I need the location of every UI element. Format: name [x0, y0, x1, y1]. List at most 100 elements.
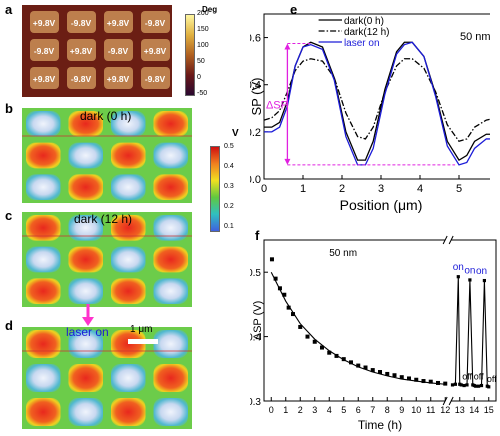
x-tick-label-f: 14 — [469, 405, 479, 415]
x-axis-label-f: Time (h) — [358, 418, 402, 432]
domain-voltage-label: -9.8V — [145, 18, 166, 28]
y-tick-label-f: 0.5 — [250, 268, 261, 279]
negative-domain — [26, 174, 61, 200]
data-point-f — [443, 381, 448, 386]
negative-domain — [153, 278, 188, 304]
data-point-f — [349, 360, 353, 365]
domain-voltage-label: -9.8V — [108, 46, 129, 56]
negative-domain — [111, 174, 146, 200]
x-tick-label-f: 9 — [399, 405, 404, 415]
domain-voltage-label: -9.8V — [34, 46, 55, 56]
positive-domain — [26, 142, 61, 169]
data-point-f — [305, 334, 310, 339]
positive-domain — [153, 246, 188, 273]
domain-square — [141, 39, 170, 61]
positive-domain — [68, 111, 103, 137]
domain-square — [67, 11, 96, 33]
domain-square — [104, 11, 133, 33]
x-tick-label-f: 13 — [455, 405, 465, 415]
domain-square — [30, 67, 59, 89]
data-point-f — [291, 312, 295, 317]
phase-image-a: +9.8V -9.8V +9.8V -9.8V -9.8V +9.8V -9.8V +9.8V… — [22, 5, 172, 97]
positive-domain — [26, 330, 61, 358]
data-point-f — [327, 350, 332, 355]
colorbar-a-tick: 50 — [197, 58, 205, 65]
data-point-f — [378, 370, 382, 375]
domain-square — [67, 39, 96, 61]
negative-domain — [68, 142, 103, 169]
domain-voltage-label: -9.8V — [71, 74, 92, 84]
data-point-f — [421, 379, 426, 384]
y-tick-label-f: 0.4 — [250, 333, 261, 344]
data-point-f — [334, 353, 339, 358]
delta-arrowhead-bottom — [284, 158, 291, 165]
data-point-f — [428, 379, 433, 384]
on-label: on — [453, 262, 464, 273]
negative-domain — [111, 246, 146, 273]
map-b-title: dark (0 h) — [80, 109, 132, 123]
negative-domain — [26, 246, 61, 273]
negative-domain — [26, 111, 61, 137]
domain-voltage-label: -9.8V — [71, 18, 92, 28]
axis-break-gap — [445, 398, 452, 404]
data-point-f — [436, 380, 440, 385]
domain-square — [67, 67, 96, 89]
delta-label: ΔSP — [266, 99, 288, 111]
axis-break-mark — [448, 235, 454, 245]
positive-domain — [153, 174, 188, 200]
x-tick-label-e: 2 — [339, 183, 345, 195]
domain-square — [30, 11, 59, 33]
data-point-f — [273, 276, 278, 281]
negative-domain — [153, 330, 188, 358]
positive-domain — [153, 111, 188, 137]
colorbar-b-tick: 0.5 — [224, 143, 234, 150]
data-point-f — [385, 371, 390, 376]
sp-map-d — [22, 327, 192, 429]
axis-break-mark — [442, 235, 448, 245]
domain-voltage-label: +9.8V — [107, 18, 130, 28]
positive-domain — [153, 364, 188, 392]
negative-domain — [68, 215, 103, 241]
colorbar-a-tick: -50 — [197, 90, 208, 97]
positive-domain — [26, 398, 61, 426]
x-tick-label-f: 4 — [327, 405, 332, 415]
legend-label-e: laser on — [344, 38, 380, 49]
x-tick-label-e: 5 — [456, 183, 462, 195]
domain-voltage-label: +9.8V — [33, 74, 56, 84]
panel-letter-e: e — [290, 2, 298, 17]
switching-point-f — [479, 383, 484, 388]
switching-point-f — [453, 382, 457, 386]
domain-square — [30, 39, 59, 61]
colorbar-a-tick: 0 — [197, 74, 201, 81]
scalebar — [128, 339, 158, 344]
y-tick-label-e: 0.2 — [250, 127, 261, 139]
y-tick-label-e: 0.0 — [250, 174, 261, 186]
domain-voltage-label: +9.8V — [70, 46, 93, 56]
data-point-f — [392, 373, 397, 378]
switching-point-f — [450, 383, 455, 387]
x-tick-label-f: 2 — [298, 405, 303, 415]
domain-square — [141, 11, 170, 33]
data-point-f — [363, 365, 368, 370]
domain-voltage-label: +9.8V — [33, 18, 56, 28]
positive-domain — [68, 246, 103, 273]
positive-domain — [111, 142, 146, 169]
colorbar-a-tick: 200 — [197, 10, 209, 17]
data-point-f — [298, 324, 303, 329]
colorbar-a-tick: 100 — [197, 42, 209, 49]
x-tick-label-f: 5 — [341, 405, 346, 415]
x-tick-label-f: 8 — [385, 405, 390, 415]
colorbar-a-tick: 150 — [197, 26, 209, 33]
down-arrow-icon — [82, 304, 94, 326]
off-label: off — [462, 371, 472, 381]
switching-point-f — [459, 383, 463, 387]
x-tick-label-f: 6 — [356, 405, 361, 415]
colorbar-b-tick: 0.1 — [224, 223, 234, 230]
negative-domain — [26, 364, 61, 392]
data-point-f — [320, 345, 324, 350]
data-point-f — [269, 257, 274, 262]
domain-square — [104, 39, 133, 61]
annotation-e: 50 nm — [460, 31, 490, 43]
